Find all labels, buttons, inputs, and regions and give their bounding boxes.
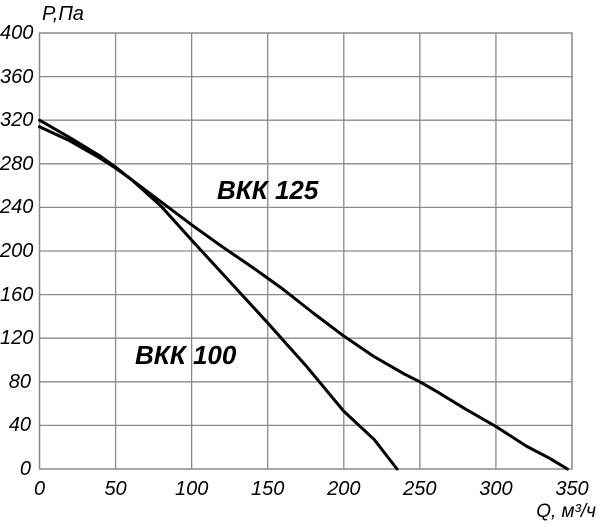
y-axis-title: P,Па [42, 3, 84, 25]
y-tick-label: 120 [0, 327, 34, 350]
x-tick-label: 350 [555, 478, 589, 500]
curve-label-vkk-125: ВКК 125 [217, 175, 319, 205]
y-tick-label: 200 [0, 240, 34, 262]
x-tick-label: 200 [327, 478, 361, 500]
y-tick-label: 80 [8, 370, 31, 393]
y-tick-label: 40 [8, 414, 31, 437]
y-tick-label: 160 [0, 283, 34, 306]
y-tick-label: 280 [0, 152, 34, 175]
x-axis-title: Q, м³/ч [536, 501, 596, 522]
x-tick-label: 100 [174, 478, 209, 500]
x-tick-label: 300 [479, 478, 513, 500]
y-tick-label: 360 [0, 65, 34, 88]
x-tick-label: 250 [403, 478, 437, 500]
x-tick-label: 50 [104, 478, 127, 500]
x-tick-label: 150 [251, 478, 285, 500]
x-tick-label: 0 [33, 478, 46, 500]
curve-вкк-100 [38, 118, 399, 471]
y-tick-label: 320 [0, 109, 34, 132]
y-tick-label: 400 [0, 22, 34, 44]
y-tick-label: 240 [0, 196, 34, 219]
plot-frame [38, 32, 573, 470]
curve-label-vkk-100: ВКК 100 [135, 340, 237, 370]
y-tick-label: 0 [19, 458, 31, 480]
